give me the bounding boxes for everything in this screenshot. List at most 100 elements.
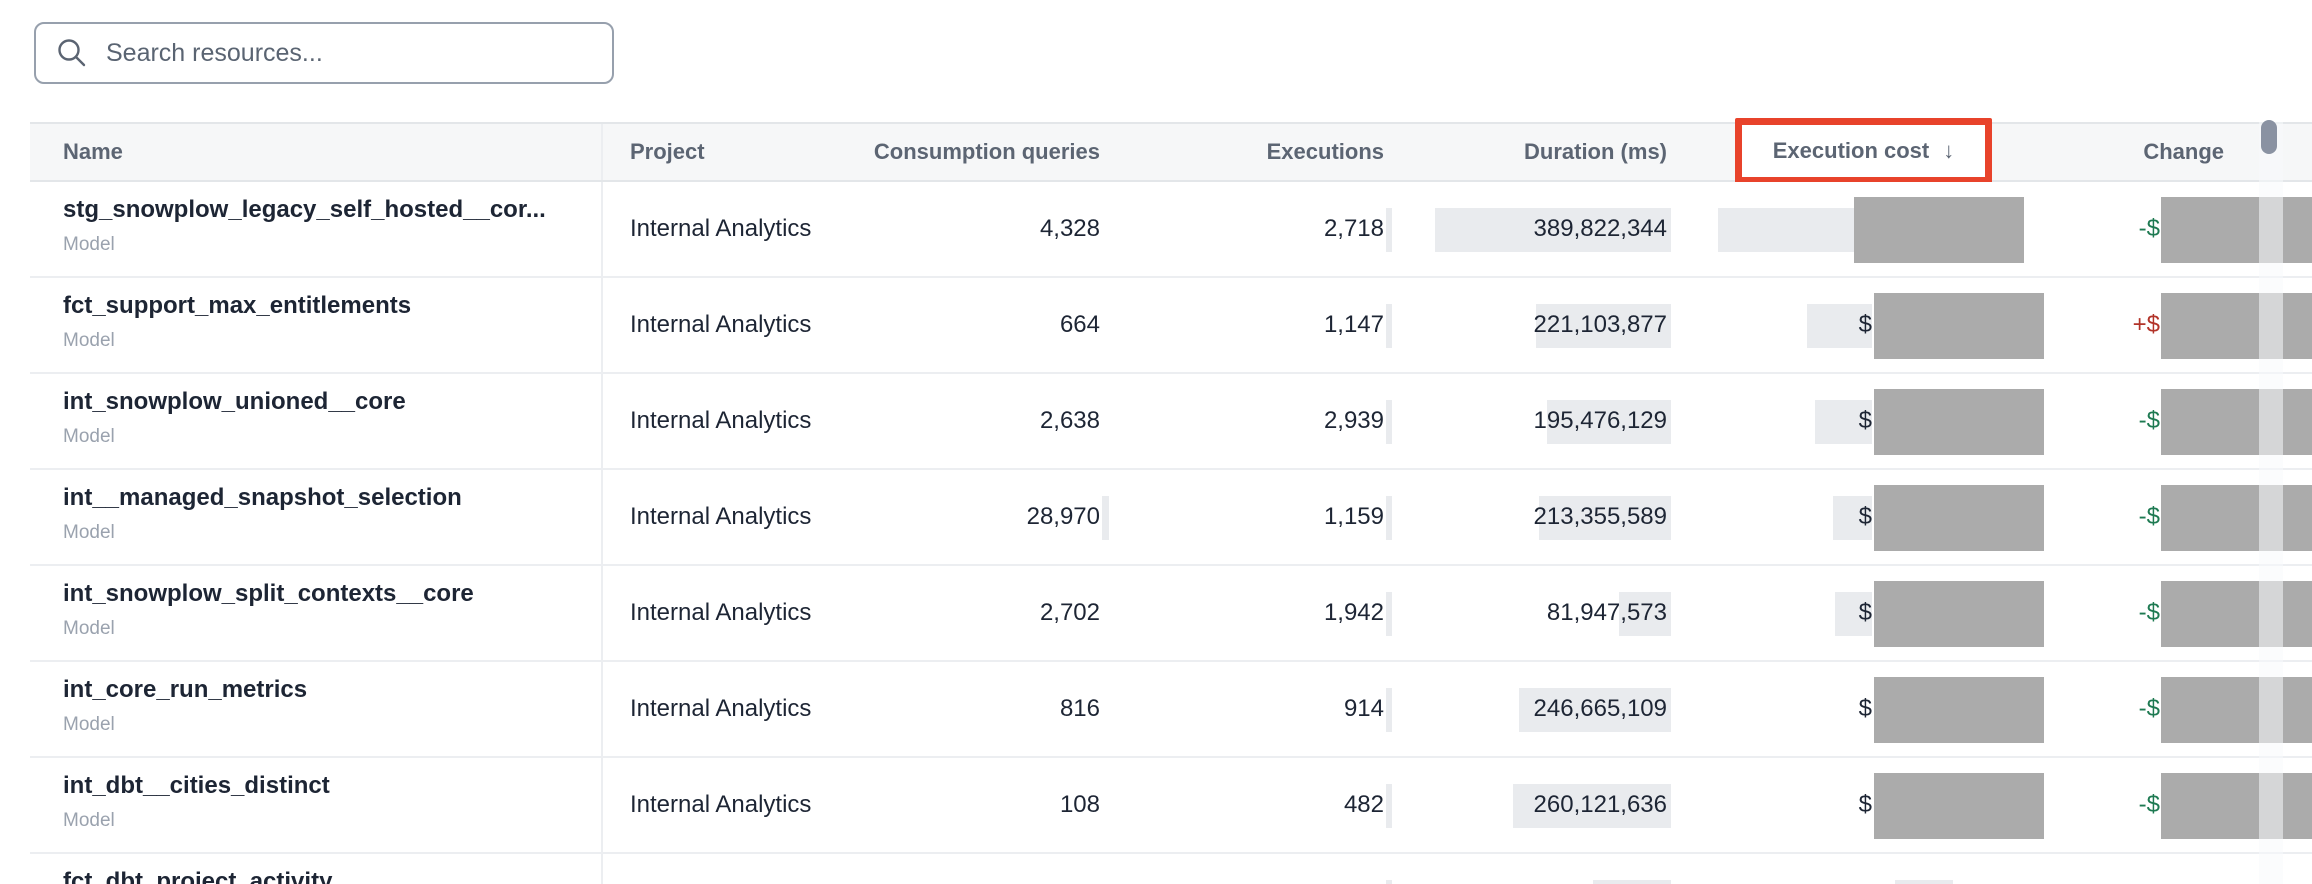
duration-bar: [1519, 688, 1671, 732]
column-divider: [601, 470, 603, 564]
table-row[interactable]: fct_dbt_project_activityModel: [30, 854, 2312, 884]
table-header: Name Project Consumption queries Executi…: [30, 118, 2312, 184]
resource-name[interactable]: int_dbt__cities_distinct: [63, 772, 330, 799]
resource-name[interactable]: fct_dbt_project_activity: [63, 868, 333, 884]
table-row[interactable]: int_dbt__cities_distinct Model Internal An…: [30, 758, 2312, 854]
resource-type-label: Model: [63, 714, 115, 735]
resource-type-label: Model: [63, 234, 115, 255]
executions-bar: [1386, 208, 1392, 252]
duration-bar: [1435, 208, 1671, 252]
consumption-queries-cell: 2,638: [1039, 407, 1100, 434]
change-redaction: [2161, 773, 2312, 839]
annotation-box-execution-cost[interactable]: Execution cost ↓: [1735, 118, 1992, 184]
change-redaction: [2161, 581, 2312, 647]
resource-type-label: Model: [63, 330, 115, 351]
duration-bar: [1619, 592, 1671, 636]
execution-cost-currency: $: [1858, 695, 1872, 722]
resource-name[interactable]: int_snowplow_unioned__core: [63, 388, 406, 415]
change-value-sign: -$: [2138, 695, 2160, 722]
execution-cost-redaction: [1854, 197, 2024, 263]
project-cell: Internal Analytics: [630, 215, 812, 242]
consumption-queries-cell: 2,702: [1039, 599, 1100, 626]
execution-cost-bar: [1718, 208, 1872, 252]
header-executions[interactable]: Executions: [1266, 139, 1384, 164]
resource-name[interactable]: fct_support_max_entitlements: [63, 292, 412, 319]
duration-bar: [1536, 304, 1671, 348]
consumption-queries-bar: [1102, 496, 1109, 540]
scrollbar-thumb[interactable]: [2261, 120, 2277, 154]
project-cell: Internal Analytics: [630, 311, 812, 338]
column-divider: [601, 662, 603, 756]
column-divider: [601, 278, 603, 372]
execution-cost-bar: [1833, 496, 1872, 540]
execution-cost-redaction: [1874, 485, 2044, 551]
column-divider: [601, 758, 603, 852]
change-redaction: [2161, 197, 2312, 263]
column-divider: [601, 374, 603, 468]
consumption-queries-cell: 28,970: [1026, 503, 1100, 530]
project-cell: Internal Analytics: [630, 407, 812, 434]
consumption-queries-cell: 816: [1059, 695, 1100, 722]
sort-desc-icon: ↓: [1943, 138, 1955, 163]
executions-bar: [1386, 688, 1392, 732]
scrollbar-track[interactable]: [2259, 122, 2283, 884]
executions-bar: [1386, 784, 1392, 828]
resource-type-label: Model: [63, 426, 115, 447]
header-name[interactable]: Name: [63, 139, 123, 164]
execution-cost-bar: [1895, 880, 1953, 884]
executions-cell: 1,147: [1323, 311, 1384, 338]
resources-table: Name Project Consumption queries Executi…: [30, 118, 2312, 884]
table-row[interactable]: int_core_run_metrics Model Internal Analyt…: [30, 662, 2312, 758]
executions-bar: [1386, 400, 1392, 444]
search-box[interactable]: [34, 22, 614, 84]
executions-cell: 914: [1343, 695, 1384, 722]
duration-cell: 246,665,109: [1533, 695, 1667, 722]
execution-cost-bar: [1807, 304, 1872, 348]
change-value-sign: -$: [2138, 599, 2160, 626]
execution-cost-redaction: [1874, 773, 2044, 839]
column-divider: [601, 124, 603, 180]
execution-cost-bar: [1835, 592, 1872, 636]
execution-cost-redaction: [1874, 389, 2044, 455]
table-row[interactable]: stg_snowplow_legacy_self_hosted__cor... M…: [30, 182, 2312, 278]
executions-bar: [1386, 880, 1392, 884]
resource-name[interactable]: int__managed_snapshot_selection: [63, 484, 462, 511]
header-change[interactable]: Change: [2143, 139, 2224, 164]
execution-cost-redaction: [1874, 581, 2044, 647]
resource-name[interactable]: stg_snowplow_legacy_self_hosted__cor...: [63, 196, 546, 223]
table-row[interactable]: int_snowplow_split_contexts__core Model In…: [30, 566, 2312, 662]
change-value-sign: -$: [2138, 407, 2160, 434]
executions-cell: 1,942: [1323, 599, 1384, 626]
execution-cost-bar: [1815, 400, 1872, 444]
header-duration[interactable]: Duration (ms): [1524, 139, 1667, 164]
column-divider: [601, 566, 603, 660]
column-divider: [601, 854, 603, 884]
header-project[interactable]: Project: [630, 139, 705, 164]
header-execution-cost: Execution cost: [1772, 138, 1930, 163]
change-redaction: [2161, 485, 2312, 551]
execution-cost-redaction: [1874, 677, 2044, 743]
change-redaction: [2161, 293, 2312, 359]
duration-bar: [1593, 880, 1671, 884]
duration-cell: 221,103,877: [1533, 311, 1667, 338]
resource-type-label: Model: [63, 618, 115, 639]
execution-cost-currency: $: [1858, 407, 1872, 434]
resource-type-label: Model: [63, 522, 115, 543]
change-value-sign: -$: [2138, 503, 2160, 530]
resource-name[interactable]: int_snowplow_split_contexts__core: [63, 580, 474, 607]
table-row[interactable]: int__managed_snapshot_selection Model Inte…: [30, 470, 2312, 566]
search-input[interactable]: [104, 37, 612, 69]
executions-cell: 1,159: [1323, 503, 1384, 530]
table-row[interactable]: int_snowplow_unioned__core Model Internal …: [30, 374, 2312, 470]
executions-cell: 482: [1343, 791, 1384, 818]
resource-type-label: Model: [63, 810, 115, 831]
duration-cell: 81,947,573: [1546, 599, 1667, 626]
resource-name[interactable]: int_core_run_metrics: [63, 676, 308, 703]
header-consumption-queries[interactable]: Consumption queries: [873, 139, 1100, 164]
duration-bar: [1547, 400, 1671, 444]
change-value-sign: +$: [2132, 311, 2160, 338]
execution-cost-currency: $: [1858, 503, 1872, 530]
table-row[interactable]: fct_support_max_entitlements Model Interna…: [30, 278, 2312, 374]
execution-cost-currency: $: [1858, 599, 1872, 626]
duration-cell: 260,121,636: [1533, 791, 1667, 818]
